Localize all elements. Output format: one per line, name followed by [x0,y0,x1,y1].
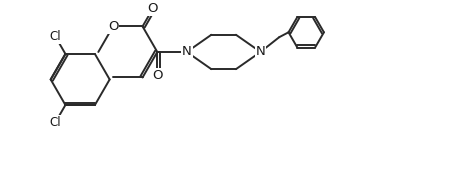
Text: N: N [182,45,191,58]
Text: Cl: Cl [50,30,61,43]
Text: O: O [108,20,118,33]
Text: Cl: Cl [50,116,61,129]
Text: O: O [148,2,158,15]
Text: O: O [152,69,163,82]
Text: N: N [255,45,265,58]
